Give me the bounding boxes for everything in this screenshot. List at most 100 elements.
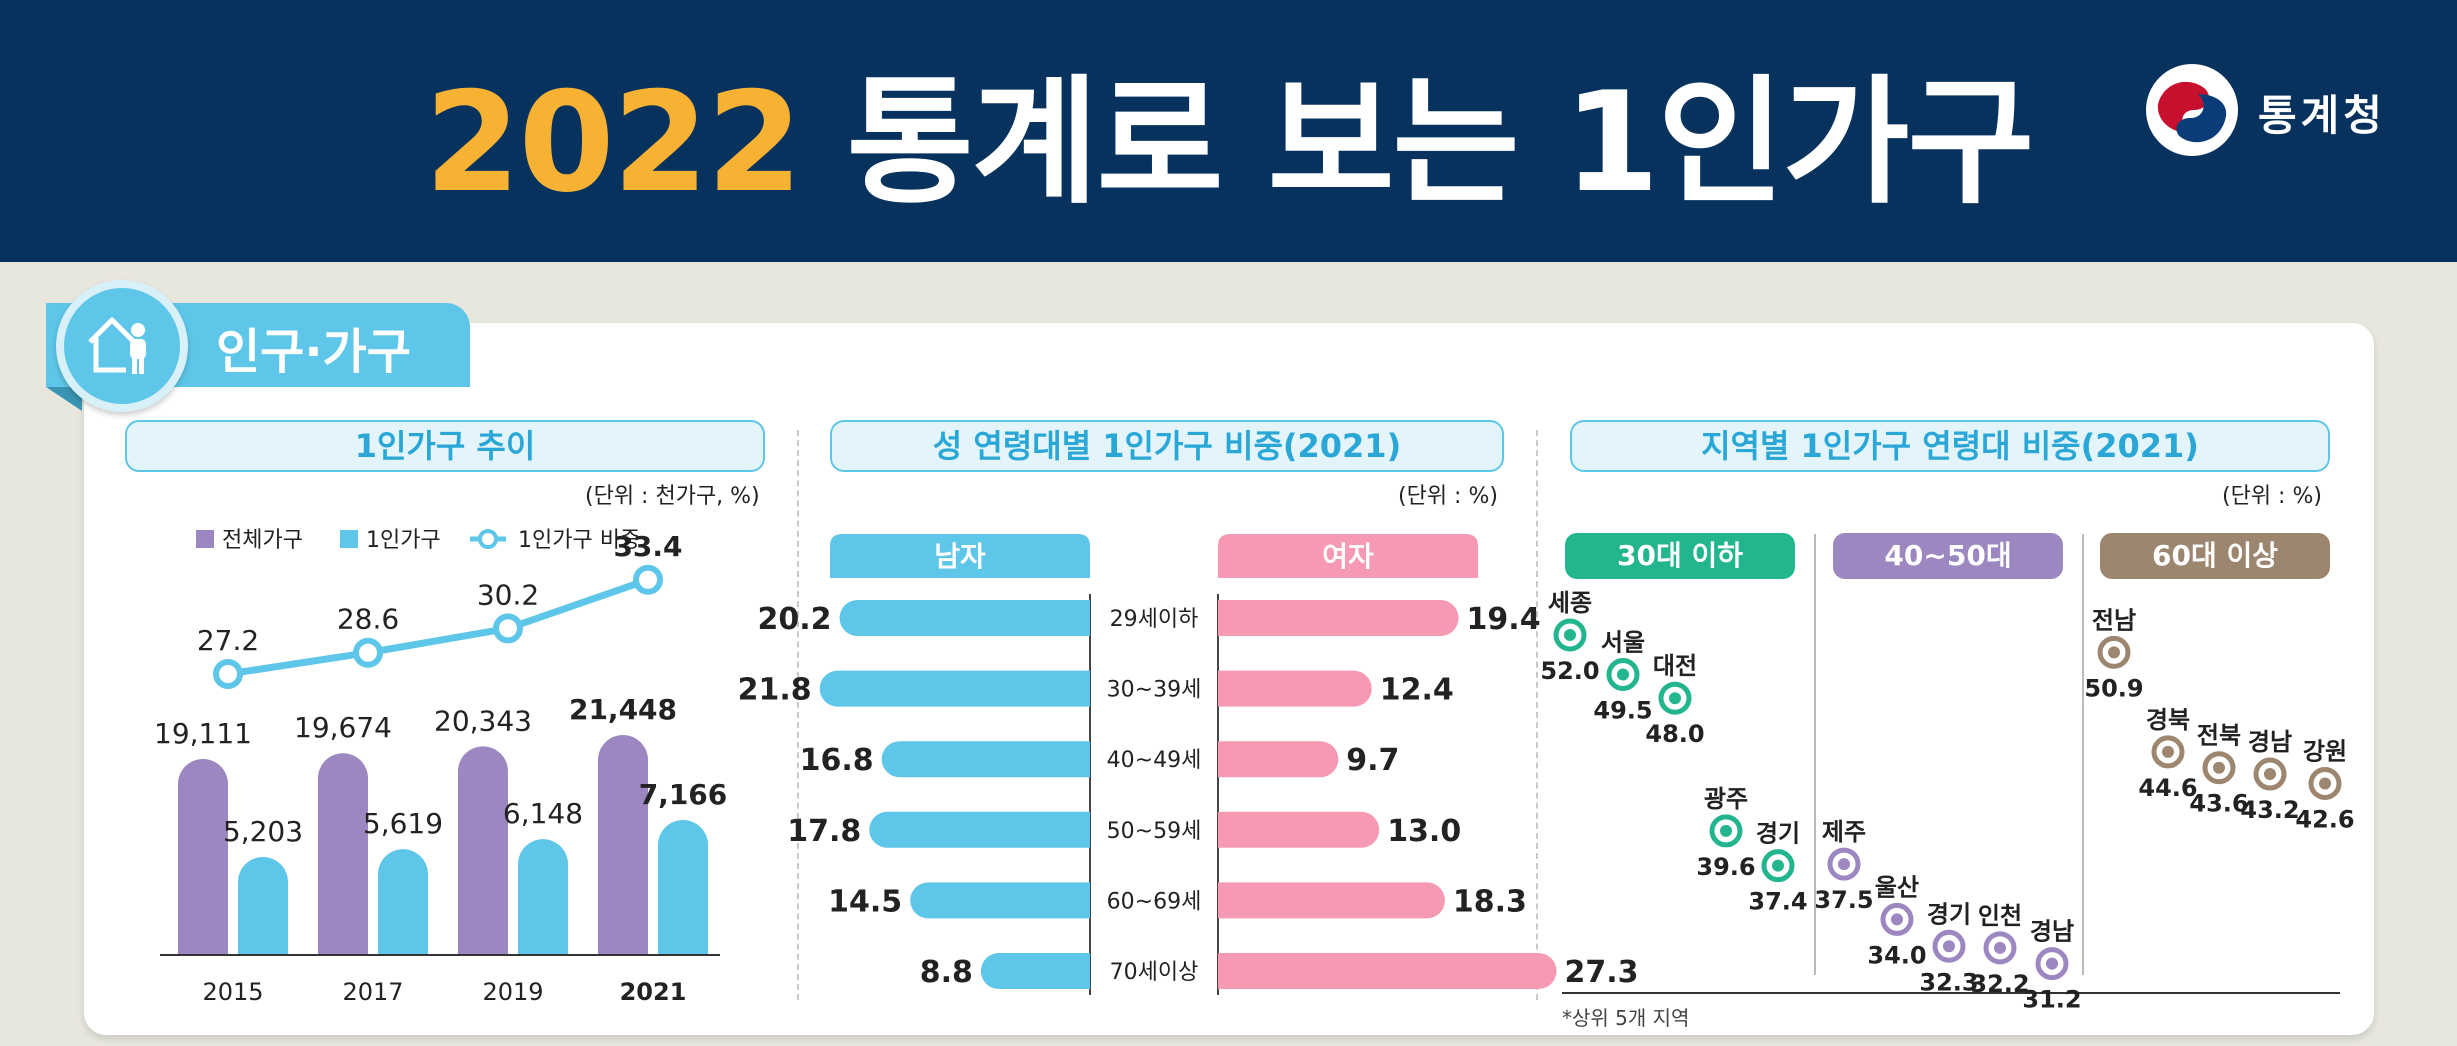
ratio-point-2015 bbox=[213, 659, 243, 689]
value-label-1-4: 31.2 bbox=[2022, 986, 2081, 1014]
chart2-unit: (단위 : %) bbox=[1398, 484, 1498, 509]
house-person-icon bbox=[88, 317, 146, 374]
divider-right bbox=[1536, 430, 1538, 1000]
bar-female-2 bbox=[1218, 741, 1339, 778]
bar-female-5 bbox=[1218, 953, 1557, 989]
marker-dot-0-0 bbox=[1564, 629, 1576, 641]
bar-male-0 bbox=[839, 600, 1090, 636]
label-single-2015: 5,203 bbox=[223, 815, 303, 848]
value-label-0-0: 52.0 bbox=[1540, 657, 1599, 685]
divider-left bbox=[797, 430, 799, 1000]
value-label-1-3: 32.2 bbox=[1970, 970, 2029, 998]
label-total-2019: 20,343 bbox=[434, 704, 532, 737]
age-label-0: 29세이하 bbox=[1110, 607, 1199, 632]
value-label-0-2: 48.0 bbox=[1645, 720, 1704, 748]
label-single-2021: 7,166 bbox=[639, 778, 728, 811]
label-female-0: 19.4 bbox=[1467, 602, 1541, 637]
value-label-2-0: 50.9 bbox=[2084, 674, 2143, 702]
value-label-1-1: 34.0 bbox=[1867, 941, 1926, 969]
marker-dot-2-0 bbox=[2108, 646, 2120, 659]
value-label-2-3: 43.2 bbox=[2240, 796, 2299, 824]
bar-male-2 bbox=[881, 741, 1090, 778]
bar-female-3 bbox=[1218, 811, 1380, 848]
bar-female-1 bbox=[1218, 670, 1372, 707]
label-male-0: 20.2 bbox=[757, 602, 831, 637]
female-header-label: 여자 bbox=[1322, 540, 1374, 573]
region-label-1-2: 경기 bbox=[1927, 900, 1971, 928]
marker-dot-2-2 bbox=[2213, 761, 2225, 774]
region-label-2-0: 전남 bbox=[2092, 606, 2136, 634]
label-female-2: 9.7 bbox=[1346, 743, 1399, 778]
ratio-label-2015: 27.2 bbox=[197, 624, 259, 657]
region-label-0-1: 서울 bbox=[1601, 629, 1645, 657]
age-label-1: 30~39세 bbox=[1107, 678, 1202, 703]
age-label-2: 40~49세 bbox=[1107, 748, 1202, 773]
bar-male-5 bbox=[980, 953, 1090, 989]
legend-swatch-total bbox=[196, 530, 214, 548]
marker-dot-0-4 bbox=[1772, 859, 1784, 872]
region-label-0-0: 세종 bbox=[1548, 589, 1592, 617]
statistics-korea-logo-icon bbox=[2146, 64, 2238, 156]
label-male-1: 21.8 bbox=[738, 673, 812, 708]
value-label-1-2: 32.3 bbox=[1919, 968, 1978, 996]
label-male-3: 17.8 bbox=[787, 814, 861, 849]
label-single-2017: 5,619 bbox=[363, 807, 443, 840]
ratio-label-2019: 30.2 bbox=[477, 578, 539, 611]
x-tick-2019: 2019 bbox=[482, 978, 543, 1006]
female-header-tab bbox=[1218, 534, 1478, 578]
region-label-1-1: 울산 bbox=[1875, 873, 1919, 901]
section-badge bbox=[56, 280, 188, 412]
chart1-title: 1인가구 추이 bbox=[125, 420, 765, 472]
region-label-0-3: 광주 bbox=[1704, 785, 1748, 813]
x-tick-2017: 2017 bbox=[342, 978, 403, 1006]
value-label-2-1: 44.6 bbox=[2138, 774, 2197, 802]
marker-dot-2-1 bbox=[2162, 745, 2174, 758]
region-label-0-4: 경기 bbox=[1756, 820, 1800, 848]
label-total-2015: 19,111 bbox=[154, 717, 252, 750]
chart3-unit: (단위 : %) bbox=[2222, 484, 2322, 509]
marker-dot-0-2 bbox=[1669, 692, 1681, 705]
label-single-2019: 6,148 bbox=[503, 797, 583, 830]
title-text: 통계로 보는 1인가구 bbox=[800, 62, 2035, 223]
header-banner bbox=[0, 0, 2457, 262]
label-total-2017: 19,674 bbox=[294, 711, 392, 744]
group-tag-40s-50s: 40~50대 bbox=[1833, 533, 2063, 579]
marker-dot-1-1 bbox=[1891, 913, 1903, 926]
ratio-label-2021: 33.4 bbox=[613, 530, 682, 563]
region-label-1-0: 제주 bbox=[1822, 818, 1866, 846]
marker-dot-1-2 bbox=[1943, 940, 1955, 953]
label-total-2021: 21,448 bbox=[569, 693, 677, 726]
label-male-5: 8.8 bbox=[920, 955, 973, 990]
bar-female-0 bbox=[1218, 600, 1459, 636]
chart1-unit: (단위 : 천가구, %) bbox=[585, 484, 760, 509]
male-header-tab bbox=[830, 534, 1090, 578]
marker-dot-0-3 bbox=[1720, 824, 1732, 837]
bar-total-2021 bbox=[598, 735, 648, 955]
region-label-1-3: 인천 bbox=[1978, 902, 2022, 930]
marker-dot-2-3 bbox=[2264, 768, 2276, 781]
value-label-1-0: 37.5 bbox=[1814, 886, 1873, 914]
ratio-point-2017 bbox=[353, 637, 383, 668]
value-label-0-1: 49.5 bbox=[1593, 697, 1652, 725]
label-female-5: 27.3 bbox=[1565, 955, 1639, 990]
marker-dot-2-4 bbox=[2319, 777, 2331, 790]
title-year: 2022 bbox=[424, 62, 803, 223]
age-label-4: 60~69세 bbox=[1107, 889, 1202, 914]
region-label-2-2: 전북 bbox=[2197, 722, 2241, 750]
region-label-0-2: 대전 bbox=[1653, 652, 1697, 680]
bar-total-2019 bbox=[458, 746, 508, 955]
label-female-4: 18.3 bbox=[1453, 884, 1527, 919]
bar-male-3 bbox=[869, 811, 1090, 848]
bar-single-2021 bbox=[658, 820, 708, 955]
age-label-3: 50~59세 bbox=[1107, 819, 1202, 844]
label-male-4: 14.5 bbox=[828, 884, 902, 919]
bar-female-4 bbox=[1218, 882, 1445, 919]
bar-total-2017 bbox=[318, 753, 368, 955]
footnote: *상위 5개 지역 bbox=[1562, 1006, 1690, 1030]
legend-marker-ratio bbox=[478, 529, 498, 549]
region-label-2-4: 강원 bbox=[2303, 738, 2347, 766]
bar-male-4 bbox=[910, 882, 1090, 919]
legend-label-total: 전체가구 bbox=[222, 528, 303, 553]
